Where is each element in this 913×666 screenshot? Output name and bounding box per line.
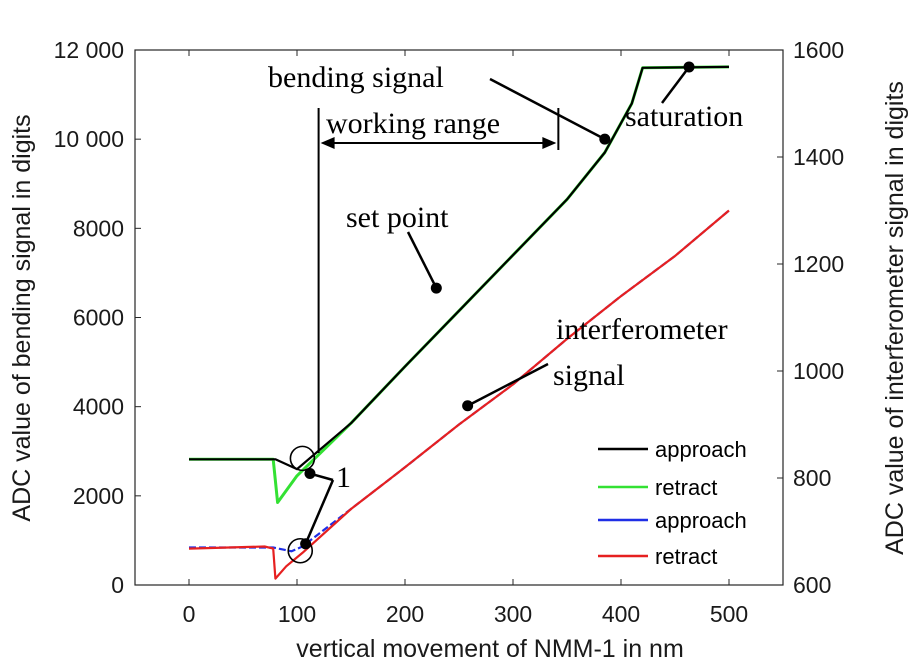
interferometer-dot: [462, 400, 474, 412]
y-axis-title-right: ADC value of interferometer signal in di…: [881, 81, 909, 555]
y-left-tick-label: 12 000: [54, 37, 124, 63]
series-line-retract-right: [188, 209, 730, 580]
x-tick-label: 0: [183, 601, 196, 627]
saturation-dot: [683, 61, 695, 73]
legend-label: retract: [655, 544, 717, 569]
annotation-interferometer: interferometer: [556, 313, 728, 346]
legend-label: approach: [655, 508, 747, 533]
x-tick-label: 100: [278, 601, 316, 627]
y-right-tick-label: 600: [793, 572, 831, 598]
annotation-set-point: set point: [346, 201, 449, 234]
working-range-arrowhead-right: [542, 137, 557, 149]
y-left-tick-label: 6000: [73, 305, 124, 331]
set-point-leader: [406, 231, 438, 289]
contact-circle-upper: [289, 445, 316, 472]
working-range-arrowhead-left: [320, 137, 335, 149]
x-tick-label: 200: [386, 601, 424, 627]
y-left-tick-label: 2000: [73, 483, 124, 509]
marker-one-upper-dot: [304, 468, 316, 480]
legend: approach retract approach retract: [598, 437, 747, 569]
y-left-tick-label: 8000: [73, 215, 124, 241]
y-left-tick-label: 0: [111, 572, 124, 598]
bending-signal-leader: [489, 77, 606, 141]
x-tick-label: 400: [602, 601, 640, 627]
y-right-tick-label: 800: [793, 465, 831, 491]
set-point-dot: [430, 282, 442, 294]
annotation-saturation: saturation: [625, 100, 743, 133]
y-left-tick-label: 4000: [73, 394, 124, 420]
interferometer-leader: [467, 362, 549, 407]
annotations: [287, 61, 695, 564]
plot-area: [134, 49, 784, 586]
y-right-tick-label: 1000: [793, 358, 844, 384]
marker-one-lower-leader: [304, 479, 335, 545]
annotation-bending-signal: bending signal: [268, 61, 444, 94]
annotation-signal: signal: [553, 359, 625, 392]
legend-label: retract: [655, 475, 717, 500]
annotation-working-range: working range: [326, 107, 500, 140]
legend-label: approach: [655, 437, 747, 462]
annotation-one: 1: [336, 461, 351, 494]
y-right-tick-label: 1200: [793, 251, 844, 277]
contact-circle-lower: [287, 537, 314, 564]
bending-signal-dot: [599, 133, 611, 145]
y-axis-title-left: ADC value of bending signal in digits: [8, 114, 36, 521]
saturation-leader: [660, 66, 691, 104]
x-axis-title: vertical movement of NMM-1 in nm: [296, 635, 684, 663]
y-right-tick-label: 1600: [793, 37, 844, 63]
y-right-tick-label: 1400: [793, 144, 844, 170]
x-tick-label: 300: [494, 601, 532, 627]
ticks: 0 100 200 300 400 500 0 2000 4000 6000 8000 10 000 1…: [54, 37, 845, 627]
y-left-tick-label: 10 000: [54, 126, 124, 152]
x-tick-label: 500: [710, 601, 748, 627]
